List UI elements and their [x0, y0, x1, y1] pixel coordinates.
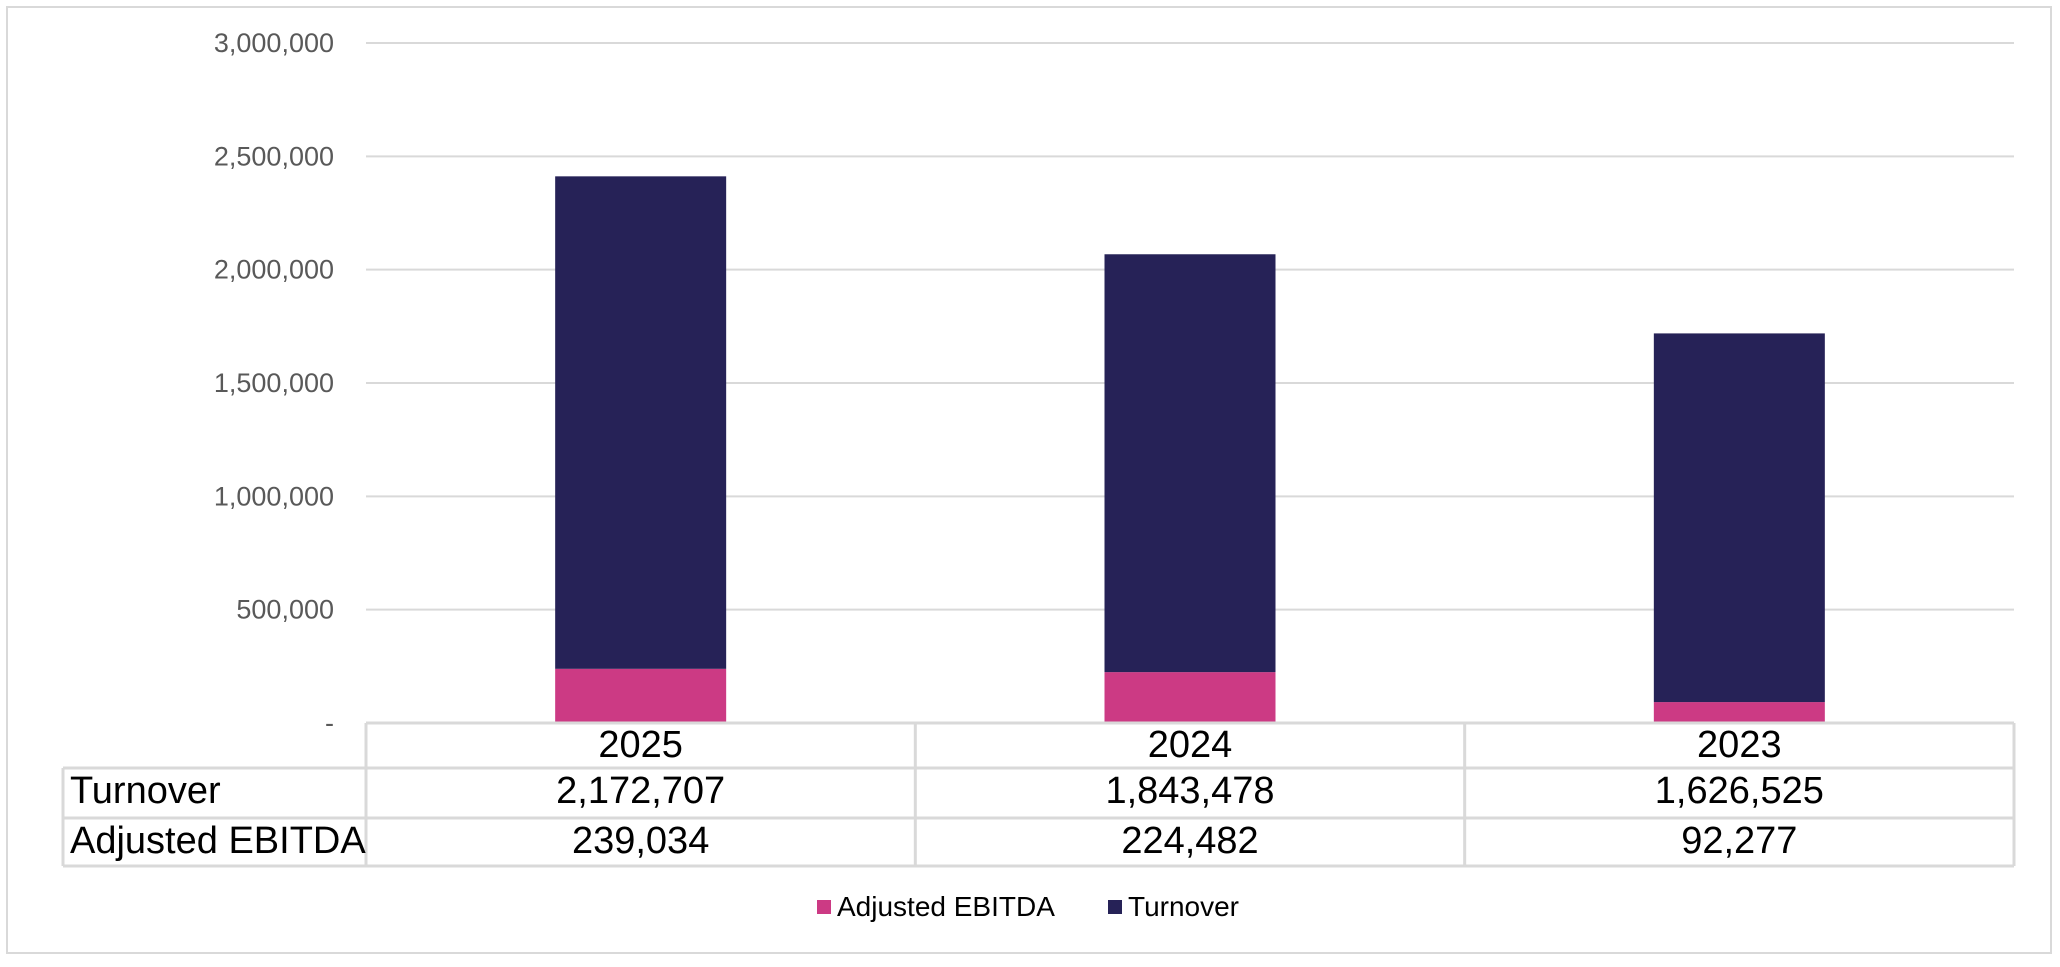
y-tick-label: 2,000,000 — [214, 255, 334, 285]
bar-turnover — [1104, 254, 1276, 673]
legend-label: Turnover — [1128, 891, 1239, 922]
legend-swatch — [1108, 900, 1122, 914]
x-category-label: 2025 — [598, 724, 683, 766]
x-category-label: 2023 — [1697, 724, 1782, 766]
bar-adjusted-ebitda — [1653, 702, 1825, 723]
y-tick-label: 1,500,000 — [214, 368, 334, 398]
y-tick-label: 3,000,000 — [214, 28, 334, 58]
y-tick-label: 2,500,000 — [214, 141, 334, 171]
y-tick-label: 1,000,000 — [214, 481, 334, 511]
bar-turnover — [555, 176, 727, 669]
legend-label: Adjusted EBITDA — [837, 891, 1055, 922]
x-category-label: 2024 — [1148, 724, 1233, 766]
table-cell-value: 1,626,525 — [1655, 770, 1824, 812]
bar-turnover — [1653, 333, 1825, 703]
table-cell-value: 239,034 — [572, 820, 709, 862]
table-cell-value: 224,482 — [1121, 820, 1258, 862]
bar-adjusted-ebitda — [555, 668, 727, 723]
table-cell-value: 2,172,707 — [556, 770, 725, 812]
y-tick-label: - — [325, 708, 334, 738]
chart-frame — [6, 6, 2052, 954]
y-tick-label: 500,000 — [236, 595, 334, 625]
table-cell-value: 92,277 — [1681, 820, 1797, 862]
bar-adjusted-ebitda — [1104, 672, 1276, 723]
table-row-label: Adjusted EBITDA — [70, 820, 366, 862]
legend-swatch — [817, 900, 831, 914]
table-cell-value: 1,843,478 — [1105, 770, 1274, 812]
table-row-label: Turnover — [70, 770, 221, 812]
